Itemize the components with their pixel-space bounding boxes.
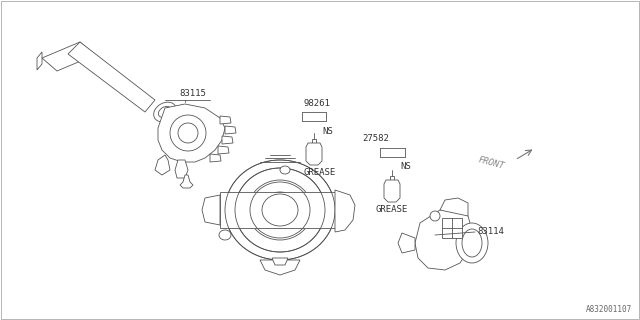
Text: NS: NS: [322, 127, 333, 136]
Polygon shape: [440, 198, 468, 216]
Polygon shape: [175, 160, 188, 178]
Polygon shape: [384, 180, 400, 202]
Ellipse shape: [280, 166, 290, 174]
Polygon shape: [37, 52, 42, 70]
Ellipse shape: [159, 107, 172, 117]
Text: 83114: 83114: [477, 228, 504, 236]
Polygon shape: [225, 126, 236, 134]
Polygon shape: [260, 260, 300, 275]
Text: 27582: 27582: [362, 134, 389, 143]
Ellipse shape: [456, 223, 488, 263]
Text: 83115: 83115: [180, 89, 207, 98]
Ellipse shape: [225, 160, 335, 260]
Polygon shape: [220, 192, 340, 228]
Polygon shape: [158, 104, 225, 162]
Ellipse shape: [260, 192, 300, 228]
Ellipse shape: [154, 102, 177, 122]
Ellipse shape: [170, 115, 206, 151]
Ellipse shape: [248, 180, 312, 240]
Polygon shape: [390, 176, 394, 180]
Polygon shape: [180, 175, 193, 188]
Polygon shape: [222, 136, 233, 144]
Polygon shape: [415, 208, 472, 270]
Polygon shape: [272, 258, 288, 265]
Polygon shape: [220, 116, 231, 124]
Polygon shape: [306, 143, 322, 165]
Polygon shape: [218, 146, 229, 154]
Polygon shape: [442, 218, 462, 238]
Ellipse shape: [270, 201, 290, 219]
Polygon shape: [155, 155, 170, 175]
Polygon shape: [312, 139, 316, 143]
Polygon shape: [202, 195, 220, 225]
Text: GREASE: GREASE: [375, 205, 407, 214]
Text: A832001107: A832001107: [586, 305, 632, 314]
Text: GREASE: GREASE: [303, 168, 335, 177]
Text: NS: NS: [400, 162, 411, 171]
Polygon shape: [42, 42, 95, 71]
Text: 98261: 98261: [304, 99, 331, 108]
Ellipse shape: [235, 168, 325, 252]
Polygon shape: [210, 154, 221, 162]
Polygon shape: [68, 42, 155, 112]
Text: FRONT: FRONT: [477, 155, 506, 171]
Ellipse shape: [178, 123, 198, 143]
Polygon shape: [335, 190, 355, 232]
Polygon shape: [398, 233, 415, 253]
Ellipse shape: [219, 230, 231, 240]
Ellipse shape: [462, 229, 482, 257]
Ellipse shape: [430, 211, 440, 221]
